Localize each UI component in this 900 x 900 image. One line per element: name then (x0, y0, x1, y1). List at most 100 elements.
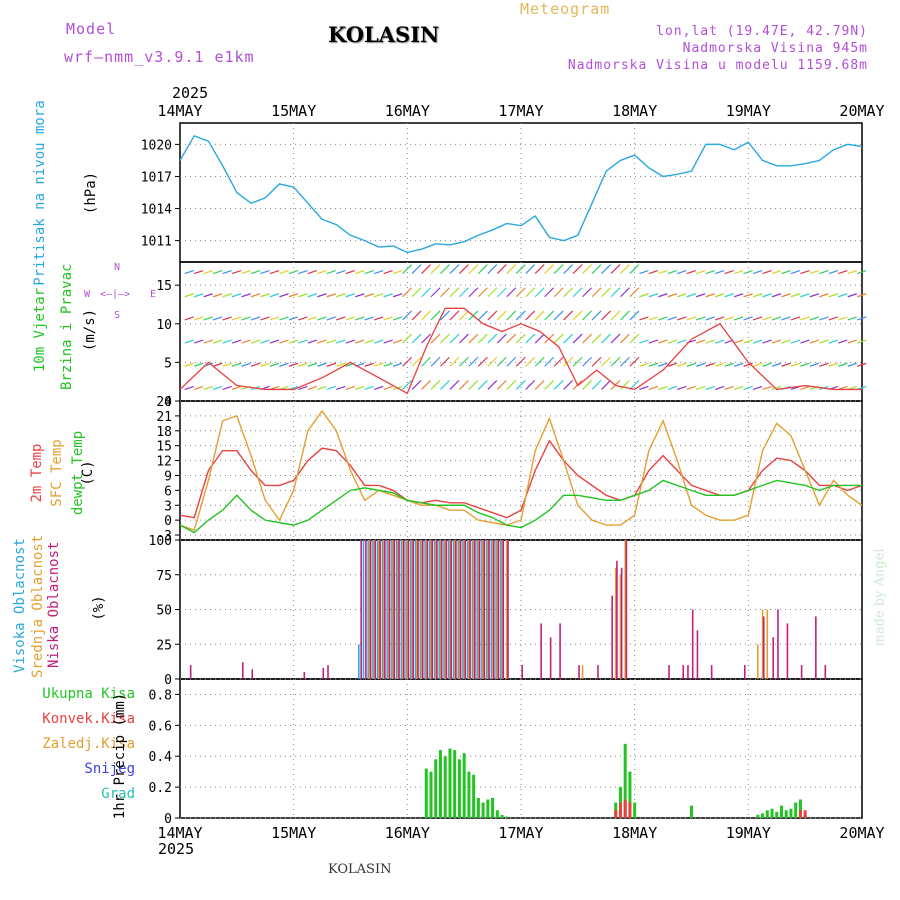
model-name: wrf–nmm_v3.9.1 e1km (64, 48, 255, 66)
wind-barb (212, 270, 223, 275)
wind-barb (269, 293, 280, 298)
wind-barb (534, 287, 545, 298)
altitude: Nadmorska Visina 945m (682, 41, 868, 56)
wind-barb (260, 339, 270, 344)
wind-barb (449, 333, 460, 344)
wind-barb (241, 293, 251, 298)
wind-barb (288, 293, 299, 298)
precip-total-bar (633, 802, 637, 818)
wind-barb (620, 264, 630, 275)
x-tick-bottom: 15MAY (271, 824, 316, 842)
wind-barb (544, 264, 555, 275)
wind-barb (534, 356, 545, 367)
wind-barb (355, 316, 365, 321)
precip-total-bar (476, 797, 480, 818)
wind-barb (800, 339, 810, 344)
wind-barb (857, 293, 867, 298)
wind-barb (610, 333, 621, 344)
wind-barb (184, 362, 194, 367)
meteogram-label: Meteogram (520, 0, 611, 18)
precip-ytick-label: 0.8 (149, 688, 172, 703)
precip-conv-bar (798, 810, 802, 818)
precip-total-bar (690, 805, 693, 818)
wind-barb (800, 385, 810, 390)
wind-barb (477, 264, 488, 275)
wind-barb (336, 362, 346, 367)
pressure-ytick-label: 1014 (141, 203, 172, 218)
wind-barb (534, 379, 545, 390)
wind-barb (658, 362, 668, 367)
wind-barb (459, 287, 469, 298)
precip-total-bar (628, 771, 632, 818)
wind-barb (496, 333, 507, 344)
wind-barb (658, 270, 668, 275)
x-tick-top: 20MAY (839, 102, 884, 120)
wind-barb (440, 287, 450, 298)
wind-barb (809, 293, 820, 298)
wind-barb (601, 287, 611, 298)
wind-barb (563, 310, 574, 321)
wind-barb (231, 385, 242, 390)
wind-barb (212, 339, 223, 344)
wind-barb (658, 385, 668, 390)
wind-barb (477, 287, 488, 298)
wind-barb (279, 293, 289, 298)
wind-barb (383, 339, 393, 344)
precip-total-bar (438, 750, 442, 818)
wind-barb (714, 316, 725, 321)
wind-barb (610, 310, 621, 321)
precip-total-bar (429, 771, 433, 818)
wind-barb (373, 385, 384, 390)
precip-total-bar (443, 756, 447, 818)
legend-hail: Grad (101, 786, 135, 802)
wind-barb (828, 293, 839, 298)
wind-barb (449, 264, 460, 275)
wind-barb (449, 287, 460, 298)
precip-total-bar (481, 802, 485, 818)
wind-barb (298, 316, 308, 321)
wind-barb (714, 339, 725, 344)
wind-barb (307, 270, 318, 275)
wind-barb (373, 362, 384, 367)
wind-barb (629, 333, 640, 344)
wind-barb (733, 293, 744, 298)
compass-cross-icon: <–|–> (100, 289, 131, 300)
wind-barb (421, 310, 431, 321)
precip-total-bar (448, 748, 452, 818)
wind-barb (421, 379, 431, 390)
wind-barb (847, 339, 857, 344)
wind-barb (771, 385, 782, 390)
wind-barb (648, 293, 659, 298)
precip-total-bar (794, 802, 798, 818)
wind-barb (601, 356, 611, 367)
x-tick-bottom: 14MAY (157, 824, 202, 842)
wind-barb (572, 287, 583, 298)
wind-barb (667, 316, 678, 321)
wind-barb (781, 362, 791, 367)
wind-barb (762, 385, 772, 390)
wind-barb (582, 264, 592, 275)
wind-ytick-label: 10 (156, 318, 172, 333)
wind-barb (553, 264, 564, 275)
wind-barb (572, 264, 583, 275)
wind-barb (667, 339, 678, 344)
wind-barb (819, 362, 829, 367)
wind-barb (639, 339, 649, 344)
wind-barb (553, 310, 564, 321)
wind-barb (686, 385, 696, 390)
wind-barb (696, 270, 706, 275)
wind-barb (383, 385, 393, 390)
wind-barb (250, 293, 261, 298)
wind-barb (459, 356, 469, 367)
wind-barb (487, 333, 498, 344)
wind-barb (686, 316, 696, 321)
wind-barb (525, 333, 536, 344)
wind-barb (336, 293, 346, 298)
wind-barb (336, 316, 346, 321)
wind-barb (477, 356, 488, 367)
wind-barb (838, 293, 848, 298)
wind-barb (544, 310, 555, 321)
temp-ytick-label: 6 (164, 484, 172, 499)
wind-barb (506, 310, 517, 321)
lonlat: lon,lat (19.47E, 42.79N) (656, 24, 868, 39)
